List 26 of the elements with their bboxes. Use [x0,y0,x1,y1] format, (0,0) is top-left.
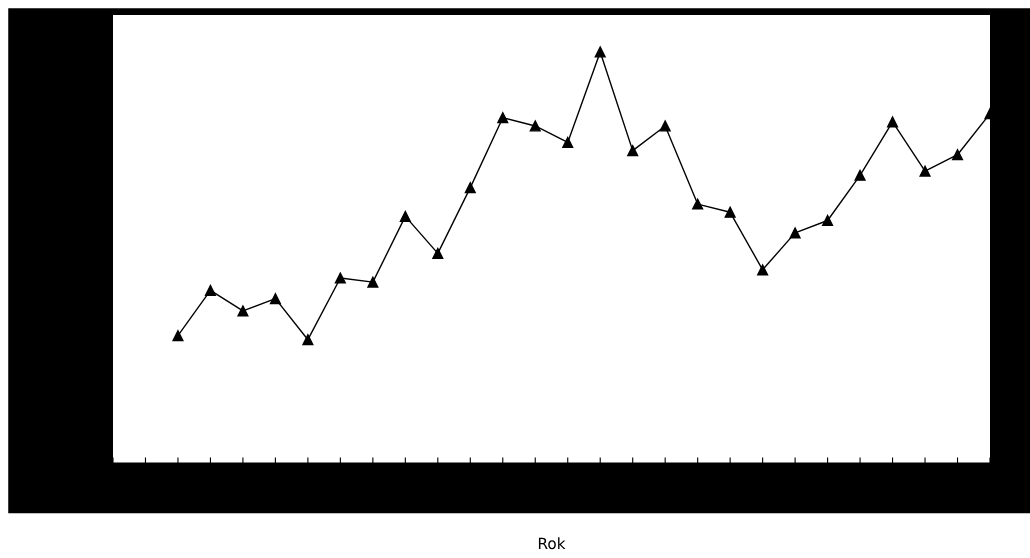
point [724,206,736,218]
point [822,214,834,227]
point [951,149,964,161]
point [854,169,866,181]
point [919,165,931,177]
point [627,145,639,157]
point [269,293,281,305]
point [692,198,704,210]
point [757,264,769,276]
point [432,247,444,259]
point [529,120,541,132]
point [562,136,574,148]
point [886,116,899,128]
point [237,305,249,317]
point [172,330,184,342]
point [367,276,379,288]
point [464,182,476,194]
point [302,334,314,346]
point [497,112,509,124]
point [659,120,671,132]
point [399,210,411,222]
x-axis-title: Rok [538,537,566,550]
point [204,284,217,296]
point [594,46,606,58]
point [789,227,801,239]
point [334,272,346,284]
